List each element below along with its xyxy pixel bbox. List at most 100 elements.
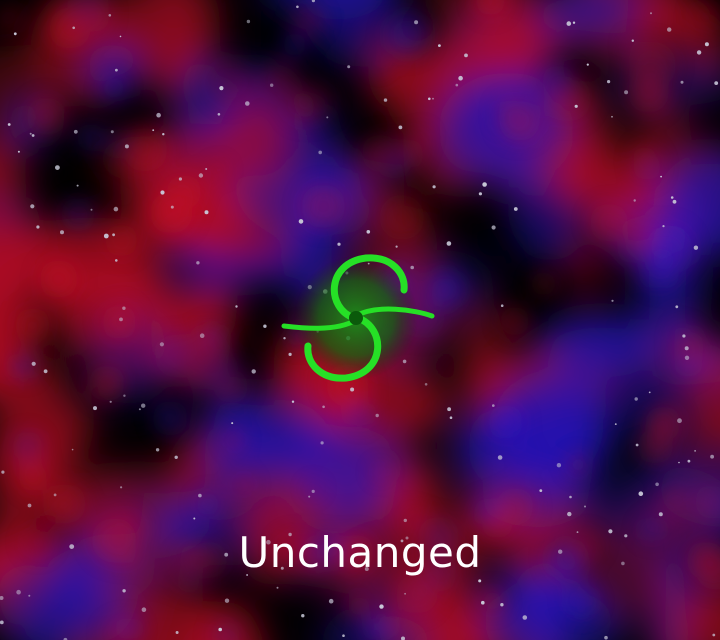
- star: [402, 359, 407, 364]
- green-spiral-galaxy-icon[interactable]: [281, 254, 435, 382]
- star: [72, 26, 75, 30]
- nebula-cloud: [0, 564, 70, 640]
- nebula-wisp: [152, 400, 189, 437]
- star: [714, 81, 719, 85]
- star: [410, 265, 415, 270]
- star: [694, 450, 696, 452]
- nebula-wisp: [385, 12, 430, 57]
- star: [424, 383, 428, 386]
- nebula-wisp: [690, 0, 720, 32]
- star: [90, 208, 93, 211]
- star: [675, 305, 679, 309]
- nebula-wisp: [11, 430, 43, 462]
- star: [311, 0, 315, 3]
- nebula-cloud: [625, 0, 711, 40]
- nebula-wisp: [309, 534, 342, 567]
- star: [693, 245, 699, 250]
- star: [270, 83, 274, 87]
- star: [113, 206, 119, 212]
- star: [696, 50, 702, 55]
- star: [17, 150, 20, 153]
- star: [576, 531, 579, 533]
- star: [398, 125, 403, 130]
- star: [569, 495, 572, 499]
- star: [326, 116, 329, 119]
- star: [655, 482, 659, 487]
- star: [604, 635, 608, 640]
- star: [175, 631, 179, 634]
- star: [447, 407, 451, 412]
- star: [27, 503, 32, 508]
- nebula-cloud: [0, 211, 57, 279]
- star: [246, 574, 249, 576]
- nebula-wisp: [481, 589, 504, 612]
- nebula-wisp: [234, 475, 253, 494]
- nebula-wisp: [632, 145, 656, 169]
- star: [231, 422, 234, 425]
- star: [638, 491, 644, 497]
- nebula-wisp: [26, 96, 66, 136]
- star: [109, 400, 112, 403]
- nebula-wisp: [67, 0, 110, 28]
- nebula-wisp: [623, 35, 638, 49]
- nebula-wisp: [402, 507, 424, 529]
- nebula-wisp: [211, 163, 226, 177]
- nebula-wisp: [0, 1, 25, 34]
- star: [712, 633, 716, 637]
- star: [198, 173, 204, 178]
- star: [522, 615, 528, 620]
- star: [16, 589, 21, 595]
- nebula-wisp: [418, 516, 460, 559]
- nebula-wisp: [499, 305, 530, 337]
- star: [611, 115, 613, 118]
- star: [28, 594, 31, 597]
- nebula-wisp: [372, 464, 389, 480]
- star: [224, 552, 229, 557]
- star: [93, 406, 97, 411]
- nebula-wisp: [150, 191, 193, 234]
- star: [141, 403, 146, 408]
- star: [482, 182, 487, 187]
- star: [13, 32, 17, 36]
- star: [379, 604, 384, 609]
- star: [110, 130, 114, 134]
- star: [491, 225, 496, 230]
- nebula-cloud: [186, 601, 263, 640]
- star: [478, 192, 482, 196]
- star: [224, 598, 230, 603]
- star: [667, 27, 672, 32]
- nebula-wisp: [183, 381, 198, 396]
- star: [660, 175, 662, 178]
- star: [263, 324, 267, 328]
- nebula-wisp: [76, 123, 105, 152]
- star: [624, 90, 629, 95]
- nebula-wisp: [420, 555, 457, 592]
- nebula-wisp: [306, 480, 321, 496]
- star: [29, 132, 32, 135]
- star: [500, 304, 504, 308]
- nebula-wisp: [41, 489, 77, 525]
- nebula-cloud: [561, 224, 608, 300]
- star: [31, 134, 35, 137]
- star: [395, 245, 398, 248]
- star: [288, 532, 292, 537]
- star: [276, 586, 279, 589]
- nebula-wisp: [101, 75, 126, 100]
- nebula-wisp: [496, 487, 534, 526]
- star: [614, 423, 617, 425]
- star: [152, 129, 155, 132]
- star: [291, 400, 295, 403]
- nebula-wisp: [39, 259, 78, 299]
- star: [687, 459, 691, 463]
- nebula-wisp: [210, 620, 241, 640]
- star: [455, 83, 459, 87]
- star: [71, 448, 74, 451]
- star: [301, 614, 305, 618]
- star: [0, 620, 4, 625]
- star: [677, 418, 682, 424]
- nebula-wisp: [14, 307, 51, 344]
- nebula-cloud: [354, 160, 401, 279]
- nebula-wisp: [155, 333, 199, 378]
- star: [266, 539, 271, 545]
